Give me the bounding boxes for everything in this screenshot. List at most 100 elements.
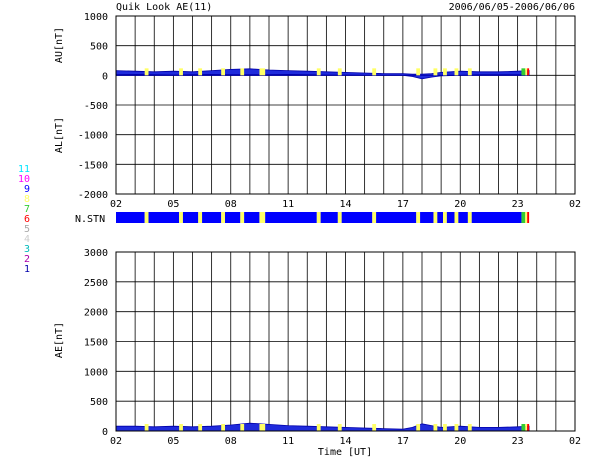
y-tick-label: 500: [90, 397, 108, 408]
x-tick-label: 14: [339, 199, 351, 210]
station-bar-segment: [221, 212, 226, 223]
station-bar-segment: [259, 212, 266, 223]
x-tick-label: 08: [225, 436, 237, 447]
series-au-area: [115, 68, 530, 76]
legend-count-3: 3: [24, 244, 30, 255]
station-bar-segment: [527, 212, 530, 223]
station-bar-segment: [372, 212, 377, 223]
panel-frame: [115, 251, 576, 432]
station-bar-segment: [225, 212, 241, 223]
series-station-stripe: [527, 424, 530, 431]
station-bar-segment: [437, 212, 444, 223]
series-station-stripe: [198, 424, 203, 431]
y-tick-label: -500: [84, 101, 108, 112]
station-bar-segment: [320, 212, 338, 223]
legend-count-11: 11: [18, 164, 30, 175]
legend-count-8: 8: [24, 194, 30, 205]
x-tick-label: 05: [167, 436, 179, 447]
station-bar-segment: [467, 212, 472, 223]
x-tick-label: 23: [512, 199, 524, 210]
series-station-stripe: [337, 424, 342, 431]
y-tick-label: 1000: [84, 12, 108, 23]
station-bar-segment: [471, 212, 522, 223]
station-bar-segment: [416, 212, 421, 223]
station-bar-segment: [433, 212, 438, 223]
series-station-stripe: [433, 68, 438, 76]
y-tick-label: 1500: [84, 338, 108, 349]
station-bar-segment: [198, 212, 203, 223]
y-tick-label: 0: [102, 71, 108, 82]
series-station-stripe: [337, 68, 342, 76]
legend-count-4: 4: [24, 234, 30, 245]
station-bar-segment: [376, 212, 417, 223]
series-station-stripe: [179, 424, 183, 431]
station-bar-segment: [240, 212, 245, 223]
station-count-bar: [116, 212, 530, 223]
x-tick-label: 05: [167, 199, 179, 210]
x-tick-label: 02: [569, 436, 581, 447]
x-tick-label: 02: [110, 199, 122, 210]
series-station-stripe: [221, 68, 226, 76]
series-station-stripe: [416, 424, 421, 431]
chart-title: Quik Look AE(11): [116, 2, 212, 13]
x-tick-label: 23: [512, 436, 524, 447]
x-axis-label: Time [UT]: [318, 447, 372, 458]
station-bar-label: N.STN: [75, 214, 105, 225]
legend-count-6: 6: [24, 214, 30, 225]
series-station-stripe: [443, 424, 447, 431]
station-bar-segment: [202, 212, 222, 223]
legend-count-2: 2: [24, 254, 30, 265]
station-bar-segment: [265, 212, 317, 223]
series-station-stripe: [521, 68, 526, 76]
x-tick-label: 11: [282, 436, 294, 447]
legend-count-7: 7: [24, 204, 30, 215]
date-range: 2006/06/05-2006/06/06: [449, 2, 575, 13]
series-station-stripe: [372, 424, 377, 431]
series-station-stripe: [521, 424, 526, 431]
y-tick-label: 500: [90, 42, 108, 53]
series-station-stripe: [198, 68, 203, 76]
station-bar-segment: [454, 212, 459, 223]
station-bar-segment: [244, 212, 260, 223]
y-tick-label: 2500: [84, 278, 108, 289]
series-station-stripe: [454, 68, 459, 76]
series-station-stripe: [525, 68, 528, 76]
y-tick-label: -2000: [78, 190, 108, 201]
y-tick-label: 2000: [84, 308, 108, 319]
y-axis-label-al: AL[nT]: [54, 117, 65, 153]
station-bar-segment: [521, 212, 526, 223]
series-station-stripe: [144, 68, 149, 76]
series-station-stripe: [467, 424, 472, 431]
station-bar-segment: [443, 212, 447, 223]
series-station-stripe: [259, 68, 266, 76]
y-tick-label: -1000: [78, 131, 108, 142]
station-bar-segment: [179, 212, 183, 223]
station-bar-segment: [446, 212, 455, 223]
station-bar-segment: [316, 212, 321, 223]
x-tick-label: 02: [110, 436, 122, 447]
station-bar-segment: [148, 212, 180, 223]
series-station-stripe: [316, 68, 321, 76]
x-tick-label: 20: [454, 199, 466, 210]
panel-frame: [115, 15, 576, 195]
x-tick-label: 20: [454, 436, 466, 447]
station-bar-segment: [341, 212, 373, 223]
legend-count-10: 10: [18, 174, 30, 185]
station-bar-segment: [458, 212, 468, 223]
y-tick-label: 1000: [84, 367, 108, 378]
x-tick-label: 17: [397, 199, 409, 210]
series-station-stripe: [443, 68, 447, 76]
y-axis-label-au: AU[nT]: [54, 27, 65, 63]
legend-count-1: 1: [24, 264, 30, 275]
series-station-stripe: [467, 68, 472, 76]
legend-count-9: 9: [24, 184, 30, 195]
series-station-stripe: [240, 424, 245, 431]
station-bar-segment: [144, 212, 149, 223]
x-tick-label: 14: [339, 436, 351, 447]
series-station-stripe: [144, 424, 149, 431]
legend-count-5: 5: [24, 224, 30, 235]
y-tick-label: -1500: [78, 160, 108, 171]
